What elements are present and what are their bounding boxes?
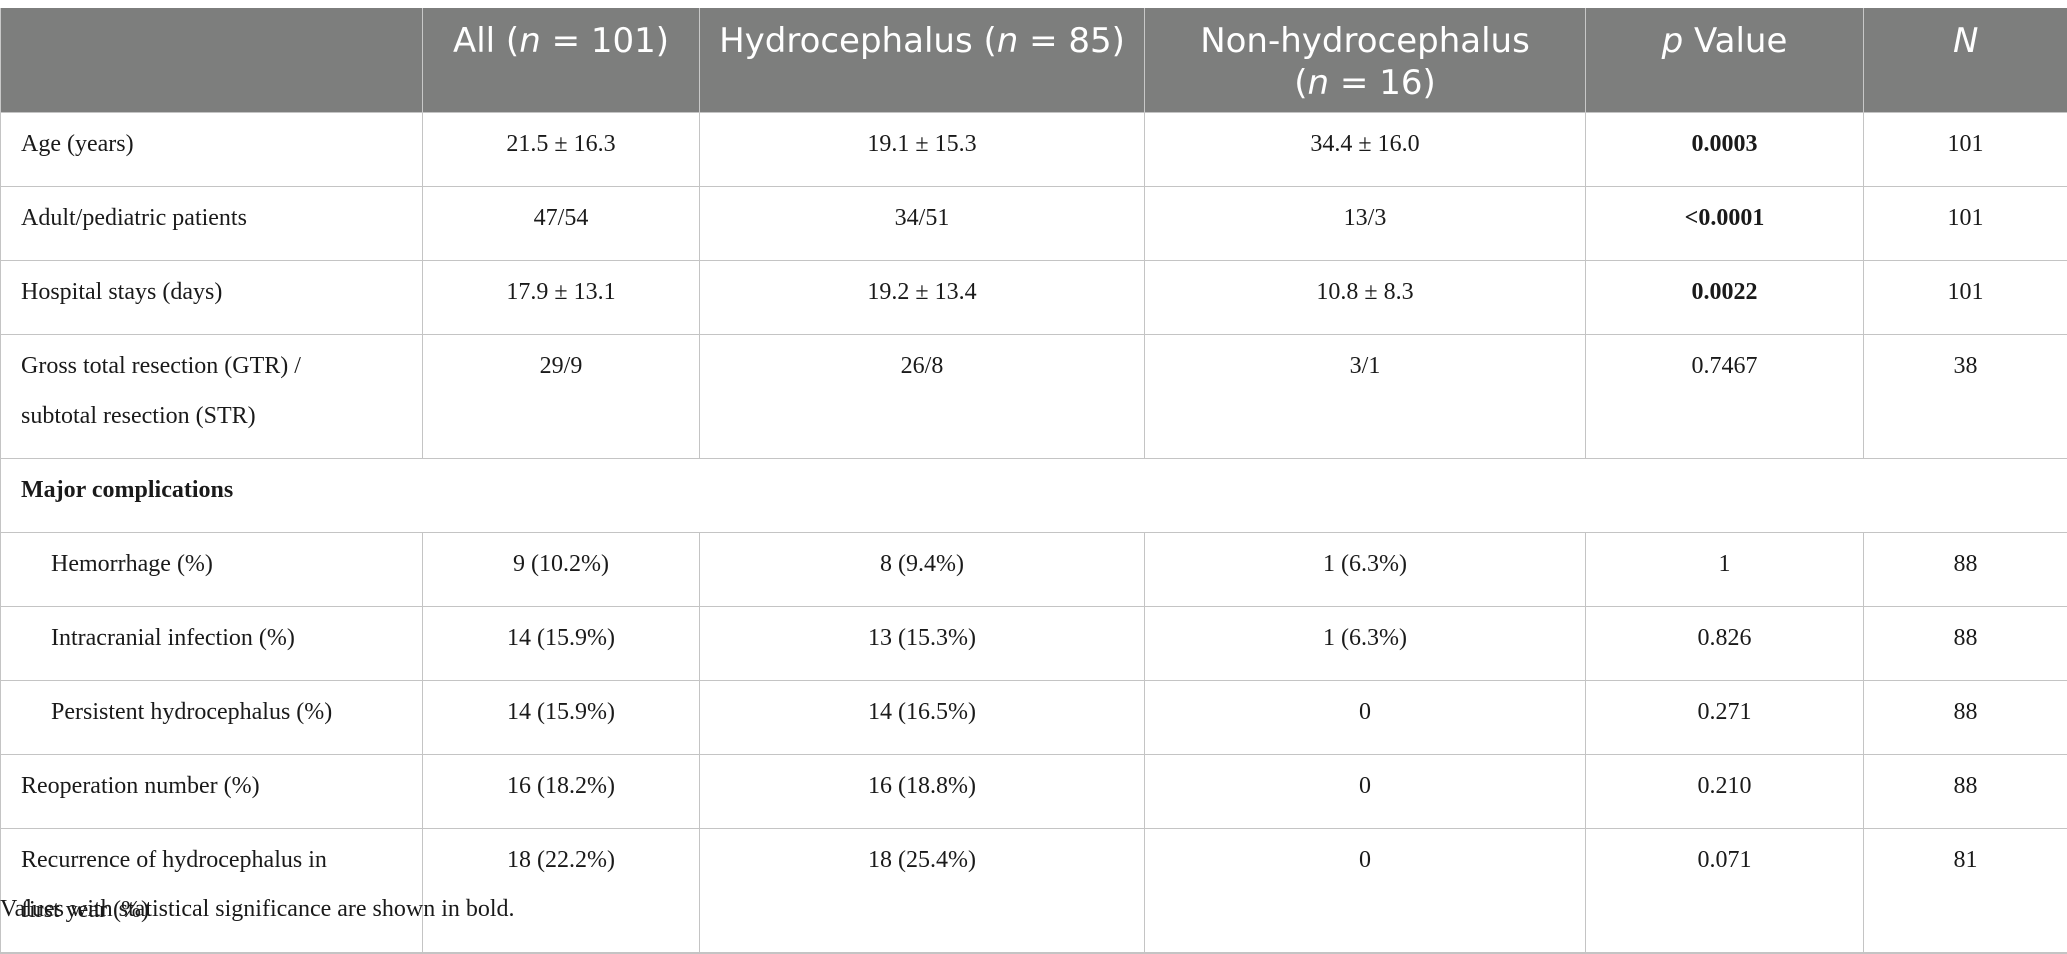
cell-p-value: 0.0022 (1586, 261, 1864, 335)
header-row: All (n = 101) Hydrocephalus (n = 85) Non… (1, 8, 2067, 113)
cell-hydrocephalus: 16 (18.8%) (700, 755, 1145, 829)
cell-hydrocephalus: 19.2 ± 13.4 (700, 261, 1145, 335)
cell-all: 21.5 ± 16.3 (423, 113, 700, 187)
cell-hydrocephalus: 19.1 ± 15.3 (700, 113, 1145, 187)
header-hydrocephalus: Hydrocephalus (n = 85) (700, 8, 1145, 113)
cell-n: 81 (1864, 829, 2067, 954)
table-row: Persistent hydrocephalus (%) 14 (15.9%) … (1, 681, 2067, 755)
row-label: Hospital stays (days) (1, 261, 423, 335)
cell-p-value: 0.210 (1586, 755, 1864, 829)
cell-all: 17.9 ± 13.1 (423, 261, 700, 335)
cell-n: 88 (1864, 681, 2067, 755)
cell-n: 88 (1864, 533, 2067, 607)
cell-hydrocephalus: 18 (25.4%) (700, 829, 1145, 954)
header-all: All (n = 101) (423, 8, 700, 113)
cell-p-value: 0.071 (1586, 829, 1864, 954)
row-label: Age (years) (1, 113, 423, 187)
cell-n: 38 (1864, 335, 2067, 459)
cell-all: 18 (22.2%) (423, 829, 700, 954)
table-row: Hemorrhage (%) 9 (10.2%) 8 (9.4%) 1 (6.3… (1, 533, 2067, 607)
table-row: Age (years) 21.5 ± 16.3 19.1 ± 15.3 34.4… (1, 113, 2067, 187)
cell-hydrocephalus: 14 (16.5%) (700, 681, 1145, 755)
cell-p-value: 0.7467 (1586, 335, 1864, 459)
cell-n: 88 (1864, 755, 2067, 829)
table-footnote: Values with statistical significance are… (0, 896, 515, 923)
table-row: Intracranial infection (%) 14 (15.9%) 13… (1, 607, 2067, 681)
cell-non-hydrocephalus: 10.8 ± 8.3 (1145, 261, 1586, 335)
cell-non-hydrocephalus: 13/3 (1145, 187, 1586, 261)
section-title: Major complications (1, 459, 2067, 533)
row-label: Hemorrhage (%) (1, 533, 423, 607)
cell-all: 29/9 (423, 335, 700, 459)
cell-p-value: <0.0001 (1586, 187, 1864, 261)
header-label-col (1, 8, 423, 113)
cell-non-hydrocephalus: 0 (1145, 829, 1586, 954)
cell-p-value: 1 (1586, 533, 1864, 607)
table-row: Hospital stays (days) 17.9 ± 13.1 19.2 ±… (1, 261, 2067, 335)
cell-hydrocephalus: 13 (15.3%) (700, 607, 1145, 681)
cell-non-hydrocephalus: 34.4 ± 16.0 (1145, 113, 1586, 187)
section-row: Major complications (1, 459, 2067, 533)
cell-p-value: 0.0003 (1586, 113, 1864, 187)
header-non-hydrocephalus: Non-hydrocephalus(n = 16) (1145, 8, 1586, 113)
cell-n: 101 (1864, 261, 2067, 335)
cell-p-value: 0.271 (1586, 681, 1864, 755)
cell-non-hydrocephalus: 3/1 (1145, 335, 1586, 459)
cell-non-hydrocephalus: 1 (6.3%) (1145, 533, 1586, 607)
results-table: All (n = 101) Hydrocephalus (n = 85) Non… (0, 8, 2067, 954)
cell-all: 16 (18.2%) (423, 755, 700, 829)
cell-n: 101 (1864, 187, 2067, 261)
cell-hydrocephalus: 26/8 (700, 335, 1145, 459)
table-row: Gross total resection (GTR) /subtotal re… (1, 335, 2067, 459)
cell-n: 101 (1864, 113, 2067, 187)
row-label: Gross total resection (GTR) /subtotal re… (1, 335, 423, 459)
cell-hydrocephalus: 34/51 (700, 187, 1145, 261)
row-label: Intracranial infection (%) (1, 607, 423, 681)
cell-all: 9 (10.2%) (423, 533, 700, 607)
table-row: Reoperation number (%) 16 (18.2%) 16 (18… (1, 755, 2067, 829)
cell-all: 14 (15.9%) (423, 681, 700, 755)
header-p-value: p Value (1586, 8, 1864, 113)
cell-non-hydrocephalus: 1 (6.3%) (1145, 607, 1586, 681)
cell-non-hydrocephalus: 0 (1145, 755, 1586, 829)
cell-n: 88 (1864, 607, 2067, 681)
row-label: Adult/pediatric patients (1, 187, 423, 261)
cell-p-value: 0.826 (1586, 607, 1864, 681)
table-row: Adult/pediatric patients 47/54 34/51 13/… (1, 187, 2067, 261)
cell-hydrocephalus: 8 (9.4%) (700, 533, 1145, 607)
header-n: N (1864, 8, 2067, 113)
cell-all: 47/54 (423, 187, 700, 261)
row-label: Reoperation number (%) (1, 755, 423, 829)
cell-non-hydrocephalus: 0 (1145, 681, 1586, 755)
cell-all: 14 (15.9%) (423, 607, 700, 681)
row-label: Persistent hydrocephalus (%) (1, 681, 423, 755)
